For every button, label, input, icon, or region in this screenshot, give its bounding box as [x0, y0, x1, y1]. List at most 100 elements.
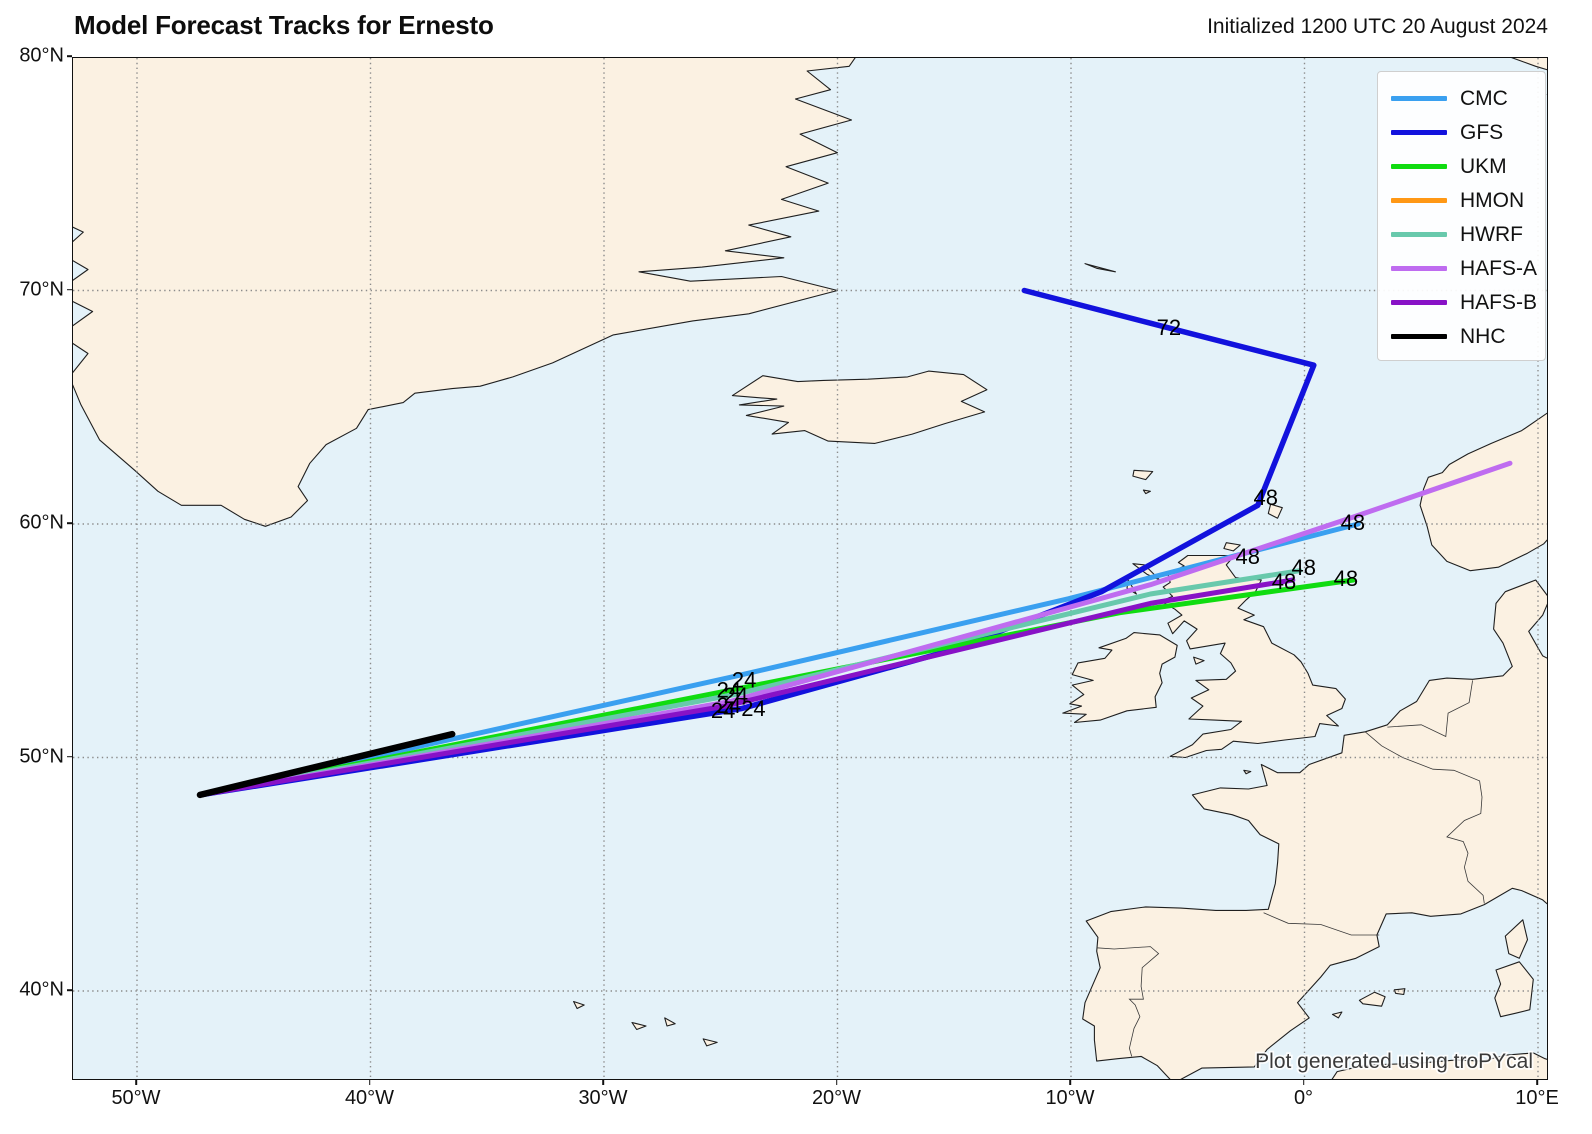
hour-label-24-4: 24 — [711, 698, 735, 723]
border-france_spain — [1263, 912, 1380, 936]
ytick-label-80°N: 80°N — [19, 44, 64, 67]
hour-label-24-2: 24 — [724, 683, 748, 708]
ytick-mark-50°N — [67, 755, 72, 758]
land-great_britain — [1160, 554, 1346, 759]
land-greenland — [73, 58, 856, 527]
land-faroes2 — [1142, 489, 1151, 495]
xtick-mark-10°W — [1069, 1080, 1071, 1085]
land-europe — [1082, 579, 1547, 1079]
hour-label-48-10: 48 — [1272, 569, 1296, 594]
xtick-mark-40°W — [368, 1080, 371, 1085]
track-hafs-a — [197, 460, 1513, 798]
land-azores2 — [631, 1021, 647, 1031]
xtick-mark-0° — [1302, 1080, 1305, 1085]
legend-item-cmc: CMC — [1378, 81, 1545, 115]
land-ireland — [1062, 632, 1178, 724]
legend-label-hafs-a: HAFS-A — [1460, 256, 1538, 280]
legend-item-hafs-a: HAFS-A — [1378, 251, 1545, 285]
init-time-label: Initialized 1200 UTC 20 August 2024 — [1207, 15, 1548, 38]
xtick-mark-50°W — [135, 1080, 137, 1085]
legend-item-nhc: NHC — [1378, 319, 1545, 353]
ytick-label-50°N: 50°N — [19, 745, 64, 767]
legend-swatch-ukm — [1391, 163, 1447, 169]
land-jan_mayen — [1084, 263, 1116, 273]
border-netherlands_germany — [1387, 680, 1473, 738]
legend-swatch-cmc — [1391, 95, 1447, 101]
xtick-label-20°W: 20°W — [811, 1087, 862, 1109]
track-ukm — [197, 577, 1356, 798]
legend-swatch-hmon — [1391, 197, 1447, 203]
land-africa — [1331, 1052, 1547, 1079]
ytick-label-70°N: 70°N — [19, 278, 64, 300]
land-corsica — [1504, 919, 1529, 959]
legend-item-hmon: HMON — [1378, 183, 1545, 217]
land-azores4 — [702, 1038, 718, 1047]
ytick-label-60°N: 60°N — [19, 511, 64, 534]
track-nhc — [196, 730, 456, 799]
xtick-mark-20°W — [835, 1080, 838, 1085]
legend-swatch-gfs — [1391, 129, 1447, 135]
legend-label-ukm: UKM — [1460, 154, 1507, 178]
land-sardinia — [1494, 961, 1534, 1018]
legend-item-hafs-b: HAFS-B — [1378, 285, 1545, 319]
land-shetland — [1267, 503, 1283, 519]
land-azores1 — [573, 1000, 585, 1010]
legend-item-ukm: UKM — [1378, 149, 1545, 183]
border-france_east — [1364, 731, 1485, 904]
ytick-label-40°N: 40°N — [19, 978, 64, 1001]
xtick-label-40°W: 40°W — [344, 1087, 395, 1109]
xtick-label-30°W: 30°W — [578, 1087, 628, 1109]
legend-item-hwrf: HWRF — [1378, 217, 1545, 251]
map-plot-area: 24 24 24 24 24 24 48 48 48 48 48 48 72 Plot generated… — [72, 57, 1548, 1080]
hour-label-48-7: 48 — [1341, 510, 1365, 535]
ytick-mark-70°N — [67, 288, 72, 291]
hour-label-24-1: 24 — [717, 678, 741, 703]
ytick-mark-40°N — [67, 989, 72, 991]
land-faroes — [1132, 469, 1154, 481]
hour-label-24-3: 24 — [717, 693, 741, 718]
legend-swatch-hafs-b — [1391, 299, 1447, 305]
border-portugal_spain — [1096, 946, 1160, 1057]
xtick-label-10°E: 10°E — [1515, 1087, 1559, 1109]
land-channel_islands — [1243, 769, 1252, 775]
xtick-label-10°W: 10°W — [1045, 1087, 1095, 1109]
xtick-mark-30°W — [602, 1080, 604, 1085]
land-mallorca — [1358, 991, 1386, 1007]
legend-item-gfs: GFS — [1378, 115, 1545, 149]
legend-label-gfs: GFS — [1460, 120, 1504, 144]
land-azores3 — [664, 1017, 676, 1027]
track-gfs — [197, 287, 1317, 798]
legend-label-hafs-b: HAFS-B — [1460, 290, 1538, 314]
xtick-label-50°W: 50°W — [111, 1087, 161, 1109]
legend-swatch-nhc — [1391, 333, 1447, 339]
hour-label-24-5: 24 — [741, 696, 765, 721]
land-svalbard — [1511, 58, 1547, 71]
legend-label-cmc: CMC — [1460, 86, 1508, 110]
xtick-mark-10°E — [1536, 1080, 1538, 1085]
legend-label-nhc: NHC — [1460, 324, 1506, 348]
credit-text: Plot generated using troPYcal — [1255, 1050, 1533, 1073]
land-ibiza — [1331, 1011, 1343, 1019]
land-orkney — [1223, 542, 1241, 552]
hour-label-48-8: 48 — [1236, 544, 1260, 569]
legend-box: CMC GFS UKM HMON HWRF HAFS-A HAFS-B NHC — [1377, 71, 1546, 361]
land-iceland — [731, 370, 988, 444]
page-title: Model Forecast Tracks for Ernesto — [74, 10, 494, 40]
hour-label-72-12: 72 — [1157, 315, 1181, 340]
land-menorca — [1393, 988, 1406, 996]
track-hafs-b — [197, 577, 1296, 798]
legend-swatch-hafs-a — [1391, 265, 1447, 271]
ytick-mark-60°N — [67, 522, 72, 524]
legend-label-hwrf: HWRF — [1460, 222, 1523, 246]
hour-label-48-11: 48 — [1334, 566, 1358, 591]
hour-label-48-9: 48 — [1292, 555, 1316, 580]
land-norway — [1419, 412, 1547, 572]
legend-swatch-hwrf — [1391, 231, 1447, 237]
land-isle_of_man — [1193, 656, 1205, 665]
xtick-label-0°: 0° — [1293, 1087, 1314, 1109]
hour-label-48-6: 48 — [1253, 485, 1277, 510]
ytick-mark-80°N — [67, 55, 72, 57]
legend-label-hmon: HMON — [1460, 188, 1525, 212]
